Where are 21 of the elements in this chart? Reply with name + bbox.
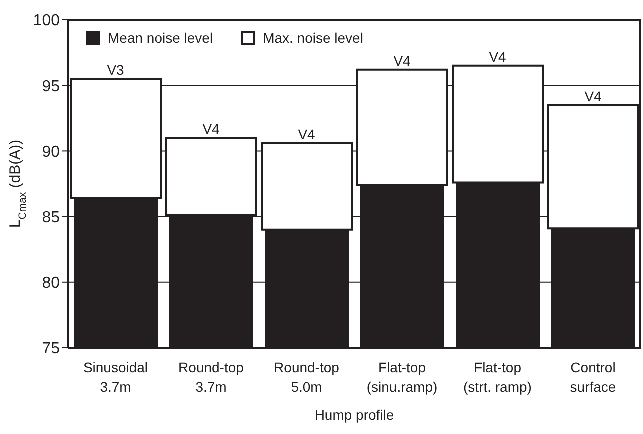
x-tick-label: Control surface — [570, 360, 616, 396]
y-tick-label: 75 — [42, 340, 60, 358]
y-tick-label: 95 — [42, 78, 60, 96]
x-tick-label: Flat-top (strt. ramp) — [464, 360, 532, 396]
annotation: V4 — [298, 126, 316, 142]
x-tick-label: Round-top 5.0m — [274, 360, 340, 396]
x-tick-label: Round-top 3.7m — [178, 360, 244, 396]
x-tick-label: Sinusoidal 3.7m — [83, 360, 148, 396]
y-tick-label: 90 — [42, 144, 60, 161]
annotation: V4 — [202, 121, 220, 138]
y-tick-label: 85 — [42, 209, 60, 226]
annotation: V4 — [584, 88, 602, 104]
legend-label: Mean noise level — [108, 30, 214, 46]
annotation: V4 — [489, 48, 507, 65]
legend-label: Max. noise level — [263, 30, 364, 46]
y-tick-label: 80 — [42, 275, 60, 292]
x-axis-title: Hump profile — [314, 407, 394, 423]
annotation: V3 — [107, 62, 125, 78]
x-tick-label: Flat-top (sinu.ramp) — [366, 360, 438, 396]
y-tick-label: 100 — [33, 12, 60, 30]
annotation: V4 — [394, 52, 412, 69]
